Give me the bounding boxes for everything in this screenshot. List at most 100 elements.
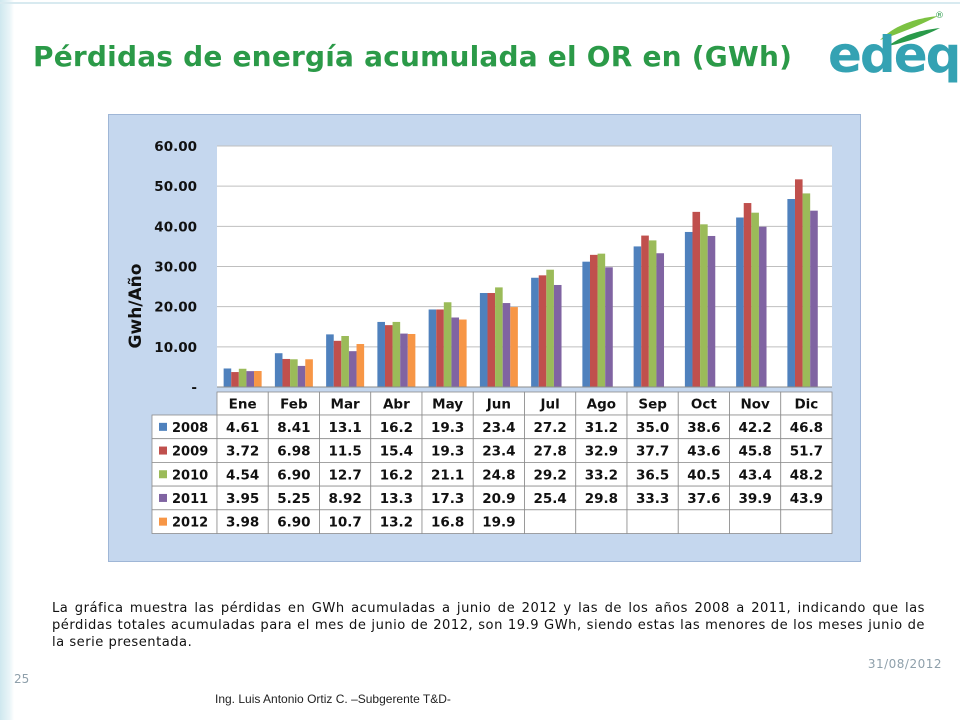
- data-label: 4.54: [226, 467, 259, 483]
- bars: [223, 179, 818, 387]
- data-label: 32.9: [585, 444, 618, 460]
- bar: [553, 284, 562, 387]
- data-label: 19.9: [482, 515, 515, 531]
- bar: [428, 309, 437, 387]
- bar: [231, 372, 239, 387]
- y-tick-label: 40.00: [154, 219, 197, 235]
- top-decorative-line: [0, 2, 960, 4]
- bar: [648, 240, 657, 387]
- data-label: 46.8: [790, 420, 823, 436]
- x-tick-label: May: [432, 397, 463, 413]
- legend-swatch: [159, 470, 167, 479]
- data-label: 6.90: [277, 467, 310, 483]
- logo-wordmark: edeq: [828, 26, 960, 84]
- left-decorative-strip: [0, 0, 14, 720]
- data-label: 40.5: [687, 467, 720, 483]
- x-tick-label: Oct: [691, 397, 717, 413]
- chart-panel: -10.00 20.00 30.00 40.00 50.00 60.00 Gwh/Año …: [108, 114, 861, 562]
- data-label: 17.3: [431, 491, 464, 507]
- data-label: 42.2: [738, 420, 771, 436]
- data-label: 33.2: [585, 467, 618, 483]
- bar: [758, 226, 767, 387]
- bar: [802, 193, 811, 387]
- x-tick-label: Dic: [794, 397, 818, 413]
- legend-label: 2008: [172, 421, 208, 436]
- data-label: 16.2: [380, 467, 413, 483]
- edeq-logo: edeq ®: [822, 10, 960, 92]
- data-label: 51.7: [790, 444, 823, 460]
- data-label: 36.5: [636, 467, 669, 483]
- bar: [407, 333, 416, 387]
- bar: [356, 344, 365, 387]
- registered-mark: ®: [935, 11, 944, 21]
- y-tick-label: 10.00: [154, 340, 197, 356]
- bar: [305, 359, 313, 387]
- x-tick-label: Feb: [280, 397, 308, 413]
- bar: [443, 302, 452, 387]
- data-label: 8.92: [328, 491, 361, 507]
- bar: [377, 321, 385, 387]
- bar: [400, 333, 408, 387]
- y-tick-label: 20.00: [154, 300, 197, 316]
- data-label: 24.8: [482, 467, 515, 483]
- data-label: 6.98: [277, 444, 310, 460]
- bar: [384, 325, 393, 387]
- data-label: 43.4: [738, 467, 771, 483]
- data-label: 13.2: [380, 515, 413, 531]
- data-label: 23.4: [482, 444, 515, 460]
- bar: [751, 212, 759, 387]
- table-cell: [575, 509, 628, 534]
- data-label: 13.3: [380, 491, 413, 507]
- bar: [589, 254, 598, 387]
- bar: [451, 317, 460, 387]
- data-table: Ene Feb Mar Abr May Jun Jul Ago Sep Oct Nov Dic 2008…: [151, 391, 833, 534]
- bar: [348, 351, 357, 387]
- x-tick-label: Abr: [383, 397, 410, 413]
- data-label: 4.61: [226, 420, 259, 436]
- bar: [597, 253, 606, 387]
- bar: [326, 334, 334, 387]
- bar: [502, 303, 511, 387]
- data-label: 37.6: [687, 491, 720, 507]
- bar: [254, 371, 262, 387]
- data-label: 21.1: [431, 467, 464, 483]
- bar: [436, 309, 444, 387]
- data-label: 19.3: [431, 444, 464, 460]
- bar: [479, 293, 488, 387]
- bar: [290, 359, 298, 387]
- bar: [582, 261, 590, 387]
- bar: [487, 293, 496, 387]
- bar: [546, 269, 554, 387]
- slide-date: 31/08/2012: [867, 657, 942, 671]
- leaf-icon: [880, 16, 940, 46]
- bar: [495, 287, 503, 387]
- y-tick-label: 50.00: [154, 179, 197, 195]
- bar: [707, 235, 716, 387]
- data-label: 43.6: [687, 444, 720, 460]
- data-label: 20.9: [482, 491, 515, 507]
- data-label: 33.3: [636, 491, 669, 507]
- bar: [641, 235, 649, 387]
- x-tick-label: Sep: [638, 397, 667, 413]
- data-label: 25.4: [533, 491, 566, 507]
- bar: [333, 340, 342, 387]
- bar: [692, 211, 701, 387]
- data-label: 8.41: [277, 420, 310, 436]
- bar: [794, 179, 803, 387]
- x-tick-label: Ago: [587, 397, 616, 413]
- data-label: 43.9: [790, 491, 823, 507]
- data-label: 29.8: [585, 491, 618, 507]
- slide-title: Pérdidas de energía acumulada el OR en (…: [33, 40, 793, 73]
- data-label: 16.8: [431, 515, 464, 531]
- bar: [392, 321, 401, 387]
- legend-swatch: [159, 493, 167, 502]
- data-label: 13.1: [328, 420, 361, 436]
- table-cell: [626, 509, 679, 534]
- page-number: 25: [14, 672, 30, 686]
- bar: [459, 319, 467, 387]
- data-label: 27.8: [533, 444, 566, 460]
- y-tick-label: 30.00: [154, 260, 197, 276]
- legend-swatch: [159, 517, 167, 526]
- y-tick-label: -: [191, 380, 197, 396]
